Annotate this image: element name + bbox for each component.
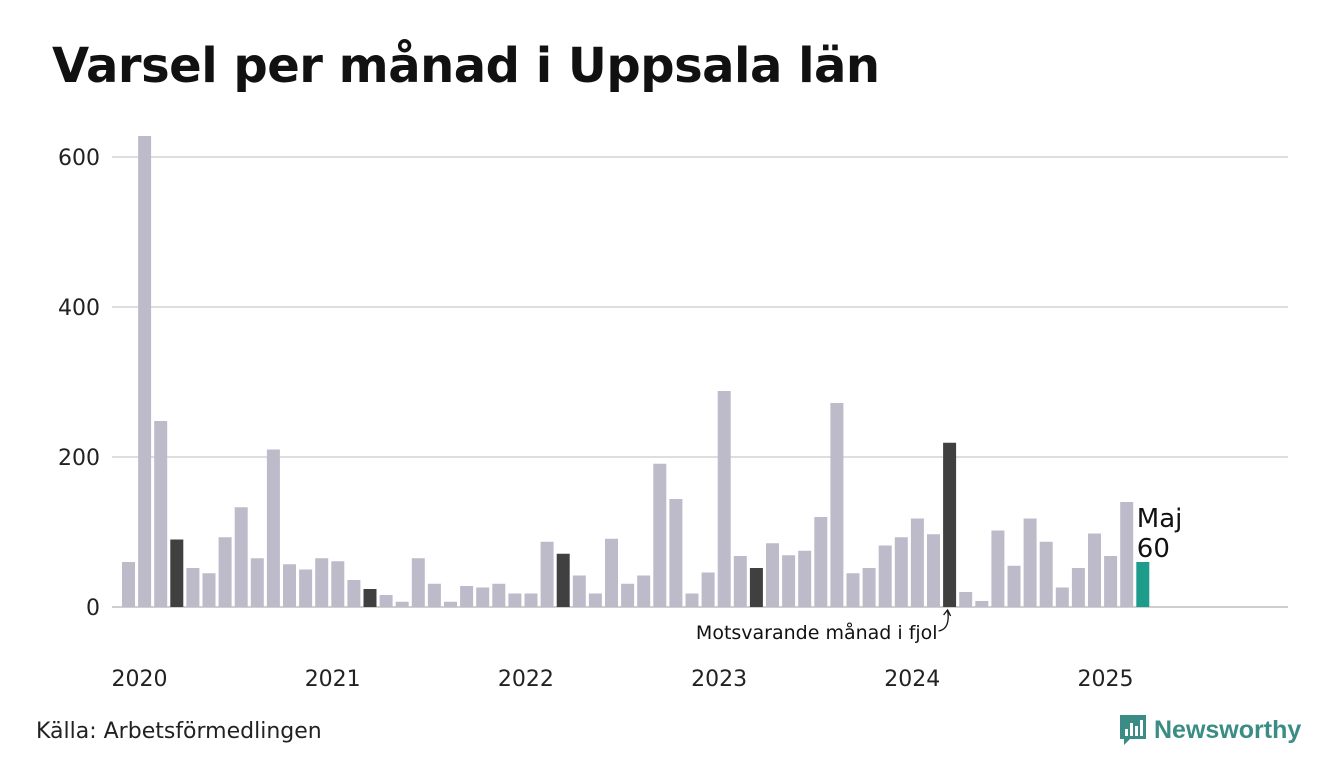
- annotation-arrow: [938, 608, 952, 632]
- bar: [1023, 518, 1037, 607]
- bars: [122, 136, 1150, 607]
- bar: [508, 593, 522, 607]
- annotation-text: Motsvarande månad i fjol: [696, 621, 938, 644]
- bar: [363, 589, 377, 607]
- bar: [1055, 587, 1069, 607]
- bar: [572, 575, 586, 607]
- bar: [460, 586, 474, 607]
- bar: [1007, 565, 1021, 607]
- x-tick-label: 2025: [1078, 667, 1134, 692]
- bar: [234, 507, 248, 607]
- bar: [782, 555, 796, 607]
- y-tick-label: 400: [58, 296, 100, 321]
- current-month-label: Maj: [1137, 504, 1183, 534]
- bar: [154, 421, 168, 607]
- x-tick-label: 2023: [691, 667, 747, 692]
- bar: [991, 530, 1005, 607]
- bar: [540, 541, 554, 607]
- bar: [846, 573, 860, 607]
- bar: [1071, 568, 1085, 607]
- y-tick-label: 600: [58, 146, 100, 171]
- bar: [250, 558, 264, 607]
- bar: [1039, 541, 1053, 607]
- bar: [411, 558, 425, 607]
- bar: [653, 463, 667, 607]
- bar: [862, 568, 876, 607]
- bar: [347, 580, 361, 607]
- bar: [186, 568, 200, 607]
- bar: [444, 601, 457, 607]
- x-tick-label: 2024: [884, 667, 940, 692]
- bar: [1104, 556, 1118, 607]
- bar: [959, 592, 973, 607]
- bar: [202, 573, 216, 607]
- bar: [621, 583, 635, 607]
- gridlines: [112, 156, 1288, 608]
- bar: [685, 593, 699, 607]
- bar: [749, 568, 763, 607]
- bar: [218, 537, 232, 607]
- y-tick-label: 0: [86, 596, 100, 621]
- x-tick-label: 2021: [305, 667, 361, 692]
- bar: [830, 403, 844, 607]
- bar: [556, 553, 570, 607]
- x-tick-label: 2022: [498, 667, 554, 692]
- brand-name: Newsworthy: [1154, 715, 1302, 744]
- bar: [910, 518, 924, 607]
- bar: [605, 538, 618, 607]
- bar: [588, 593, 602, 607]
- bar: [943, 442, 957, 607]
- bar: [476, 587, 490, 607]
- bar: [1136, 562, 1150, 607]
- current-month-value: 60: [1137, 534, 1170, 564]
- bar: [669, 499, 683, 607]
- brand-logo: Newsworthy: [1118, 713, 1301, 747]
- bar: [395, 601, 409, 607]
- bar: [717, 391, 731, 607]
- bar: [798, 550, 812, 607]
- bar: [766, 543, 779, 607]
- bar: [975, 601, 989, 607]
- bar: [878, 545, 892, 607]
- bar: [315, 558, 329, 607]
- x-tick-label: 2020: [112, 667, 168, 692]
- bar: [283, 564, 296, 607]
- bar: [701, 572, 715, 607]
- newsworthy-logo-icon: [1120, 715, 1146, 745]
- bar: [637, 575, 651, 607]
- source-note: Källa: Arbetsförmedlingen: [36, 719, 322, 744]
- bar: [524, 593, 538, 607]
- bar: [1088, 533, 1101, 607]
- bar: [266, 449, 280, 607]
- bar: [927, 534, 940, 607]
- bar: [299, 569, 313, 607]
- bar: [122, 562, 135, 607]
- bar: [733, 556, 747, 607]
- x-axis-year-labels: 2020 2021 2022 2023 2024 2025: [112, 667, 1134, 692]
- bar: [170, 539, 184, 607]
- bar: [138, 136, 152, 607]
- bar: [427, 583, 441, 607]
- bar: [379, 595, 393, 607]
- bar: [492, 583, 506, 607]
- bar: [894, 537, 908, 607]
- bar: [331, 561, 345, 607]
- y-axis-ticks: 0 200 400 600: [58, 146, 100, 621]
- bar: [1120, 502, 1134, 607]
- bar: [814, 517, 828, 607]
- y-tick-label: 200: [58, 446, 100, 471]
- chart-title: Varsel per månad i Uppsala län: [52, 38, 880, 94]
